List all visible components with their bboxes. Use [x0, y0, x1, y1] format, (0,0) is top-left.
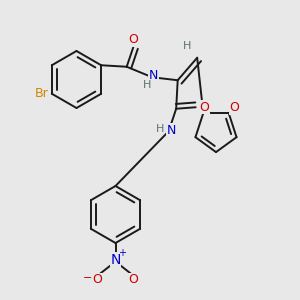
Text: O: O [93, 273, 102, 286]
Text: O: O [199, 101, 209, 114]
Text: O: O [128, 33, 138, 46]
Text: H: H [182, 41, 191, 51]
Text: H: H [155, 124, 164, 134]
Text: Br: Br [34, 87, 48, 100]
Text: N: N [110, 253, 121, 266]
Text: O: O [229, 101, 239, 114]
Text: N: N [149, 69, 158, 82]
Text: N: N [167, 124, 176, 137]
Text: H: H [142, 80, 151, 90]
Text: +: + [118, 248, 126, 258]
Text: O: O [129, 273, 138, 286]
Text: −: − [83, 273, 92, 283]
